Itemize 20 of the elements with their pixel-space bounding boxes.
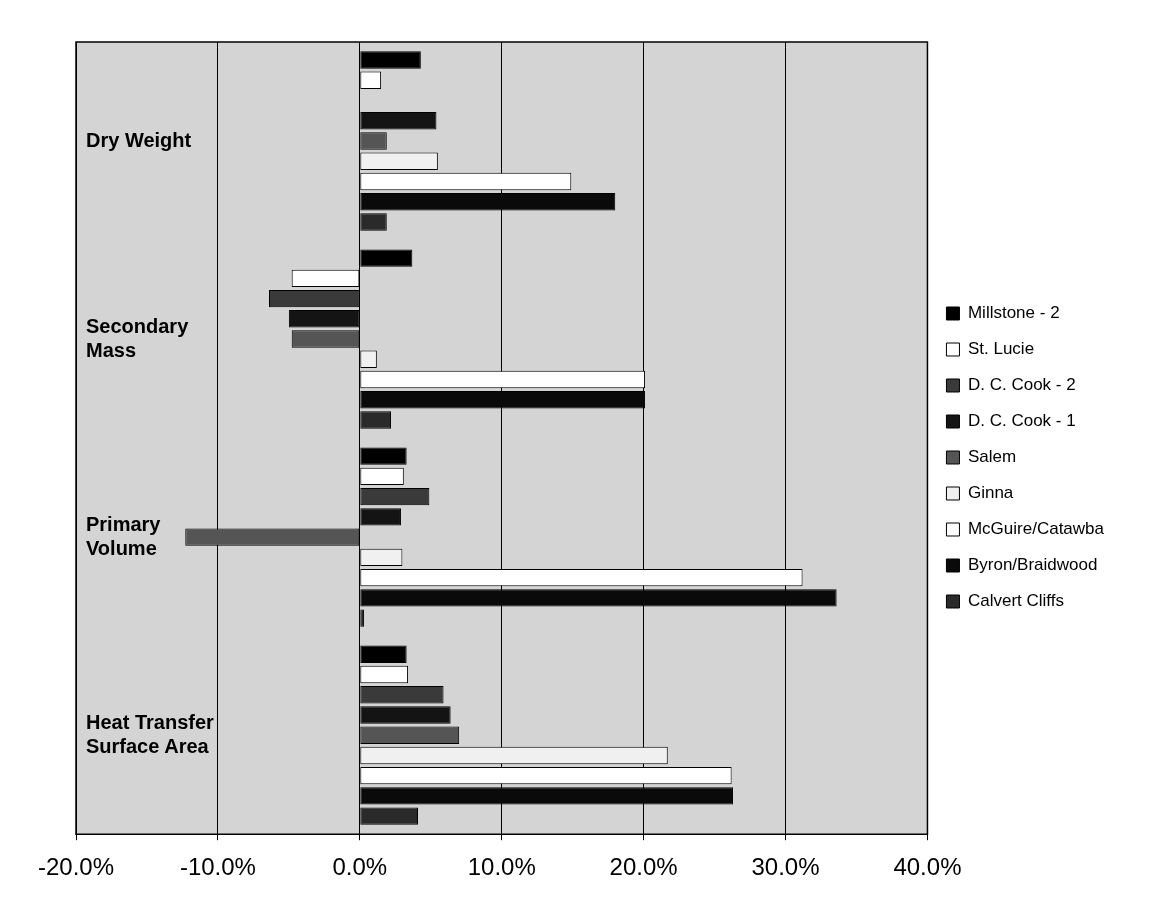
y-tick-label: Secondary Mass	[86, 314, 190, 361]
legend-label: Calvert Cliffs	[967, 591, 1064, 611]
legend-label: D. C. Cook - 2	[967, 375, 1076, 395]
x-tick-label: 0.0%	[332, 853, 388, 881]
x-tick-label: -20.0%	[37, 853, 115, 881]
x-tick-label: 20.0%	[609, 853, 678, 881]
x-tick-label: -10.0%	[179, 853, 256, 881]
legend-label: St. Lucie	[967, 339, 1035, 359]
x-tick-label: 30.0%	[751, 853, 820, 881]
y-tick-label: Heat Transfer Surface Area	[86, 710, 215, 757]
y-tick-label: Dry Weight	[86, 128, 192, 151]
x-tick-label: 10.0%	[467, 853, 536, 881]
legend-label: Byron/Braidwood	[967, 555, 1098, 575]
y-tick-label: Primary Volume	[86, 512, 162, 559]
legend-label: McGuire/Catawba	[967, 519, 1105, 539]
legend-label: D. C. Cook - 1	[967, 411, 1076, 431]
legend-label: Ginna	[967, 483, 1014, 503]
x-tick-label: 40.0%	[893, 853, 962, 881]
legend-label: Millstone - 2	[967, 303, 1060, 323]
legend-label: Salem	[967, 447, 1017, 467]
